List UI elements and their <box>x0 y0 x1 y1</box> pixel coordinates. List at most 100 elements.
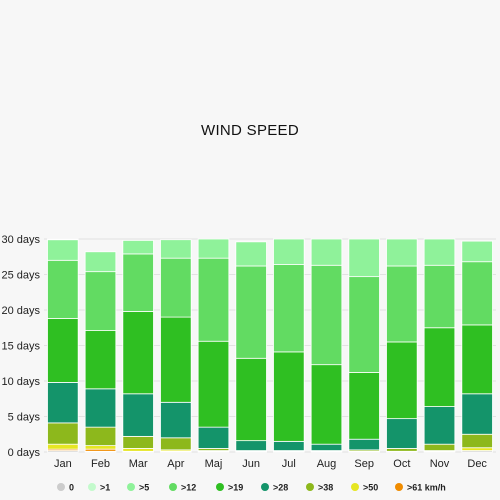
legend-marker <box>351 483 359 491</box>
legend-marker <box>57 483 65 491</box>
legend-label: >5 <box>139 483 149 493</box>
bar-segment <box>310 364 343 445</box>
bar-segment <box>273 238 305 265</box>
bar-segment <box>235 440 267 451</box>
bar-segment <box>84 330 117 390</box>
bar-segment <box>348 276 380 373</box>
legend: 0 >1 >5 >12 >19 >28 >38 >50 >61 km/h <box>57 483 446 493</box>
legend-marker <box>127 483 135 491</box>
bar-segment <box>273 264 305 353</box>
legend-marker <box>261 483 269 491</box>
legend-label: >19 <box>228 483 243 493</box>
legend-marker <box>169 483 177 491</box>
bar-segment <box>47 443 79 450</box>
x-axis-ticks: Jan Feb Mar Apr Maj Jun Jul Aug Sep Oct Nov Dec <box>54 458 487 470</box>
x-tick-label: Aug <box>317 458 337 470</box>
bar-segment <box>461 433 493 449</box>
bar-segment <box>310 443 343 451</box>
bar-segment <box>122 253 154 312</box>
bar-segment <box>348 372 380 440</box>
bar-segment <box>47 318 79 383</box>
y-tick-label: 5 days <box>8 412 41 424</box>
bar-segment <box>461 393 493 435</box>
x-tick-label: Dec <box>467 458 487 470</box>
x-tick-label: Maj <box>205 458 223 470</box>
bar-segment <box>386 418 418 449</box>
bar-segment <box>348 238 380 278</box>
legend-label: >61 km/h <box>407 483 446 493</box>
bar-segment <box>84 271 117 331</box>
bar-segment <box>310 238 343 266</box>
bar-segment <box>84 426 117 447</box>
legend-marker <box>306 483 314 491</box>
x-tick-label: Oct <box>393 458 410 470</box>
bar-segment <box>461 261 493 326</box>
y-tick-label: 25 days <box>1 270 40 282</box>
bar-segment <box>47 239 79 261</box>
bar-segment <box>235 265 267 359</box>
bar-segment <box>461 447 493 451</box>
legend-label: >50 <box>363 483 378 493</box>
bar-segment <box>122 240 154 255</box>
y-tick-label: 30 days <box>1 234 40 246</box>
bar-segment <box>423 238 456 266</box>
bar-segment <box>197 340 230 428</box>
bar-segment <box>84 251 117 273</box>
bar-segment <box>160 401 192 439</box>
bar-segment <box>423 443 456 451</box>
bar-segment <box>310 264 343 366</box>
bar-segment <box>160 437 192 451</box>
bar-segment <box>84 445 117 450</box>
bar-segment <box>47 259 79 319</box>
y-axis-ticks: 0 days 5 days 10 days 15 days 20 days 25 days… <box>1 234 40 459</box>
bar-segment <box>122 448 154 452</box>
y-tick-label: 0 days <box>8 447 41 459</box>
bar-segment <box>122 311 154 395</box>
bar-segment <box>47 422 79 445</box>
bar-segment <box>197 257 230 342</box>
legend-marker <box>395 483 403 491</box>
x-tick-label: Mar <box>129 458 148 470</box>
bar-segment <box>197 238 230 259</box>
y-tick-label: 15 days <box>1 341 40 353</box>
bar-segment <box>235 241 267 267</box>
legend-marker <box>216 483 224 491</box>
bar-segment <box>386 238 418 267</box>
legend-label: 0 <box>69 483 74 493</box>
bar-segment <box>273 351 305 442</box>
legend-label: >28 <box>273 483 288 493</box>
chart-title: WIND SPEED <box>200 122 299 139</box>
bar-segment <box>235 357 267 442</box>
y-tick-label: 10 days <box>1 376 40 388</box>
bar-segment <box>423 264 456 329</box>
bar-segment <box>84 388 117 428</box>
grid-lines <box>44 238 496 453</box>
bar-segment <box>47 238 79 241</box>
bar-segment <box>47 382 79 424</box>
bar-segment <box>160 316 192 403</box>
legend-label: >38 <box>318 483 333 493</box>
bar-segment <box>386 341 418 420</box>
bar-segment <box>461 240 493 263</box>
x-tick-label: Apr <box>167 458 184 470</box>
x-tick-label: Jun <box>242 458 260 470</box>
bar-segment <box>160 257 192 318</box>
x-tick-label: Sep <box>354 458 374 470</box>
bar-segment <box>197 426 230 449</box>
y-tick-label: 20 days <box>1 305 40 317</box>
x-tick-label: Nov <box>430 458 450 470</box>
x-tick-label: Jan <box>54 458 72 470</box>
bar-segment <box>122 393 154 437</box>
x-tick-label: Feb <box>91 458 110 470</box>
legend-marker <box>88 483 96 491</box>
bars <box>47 238 493 453</box>
bar-segment <box>423 327 456 407</box>
bar-segment <box>348 438 380 451</box>
bar-segment <box>273 440 305 451</box>
bar-segment <box>386 265 418 343</box>
x-tick-label: Jul <box>282 458 296 470</box>
bar-segment <box>461 324 493 395</box>
bar-segment <box>122 435 154 449</box>
bar-segment <box>423 406 456 445</box>
